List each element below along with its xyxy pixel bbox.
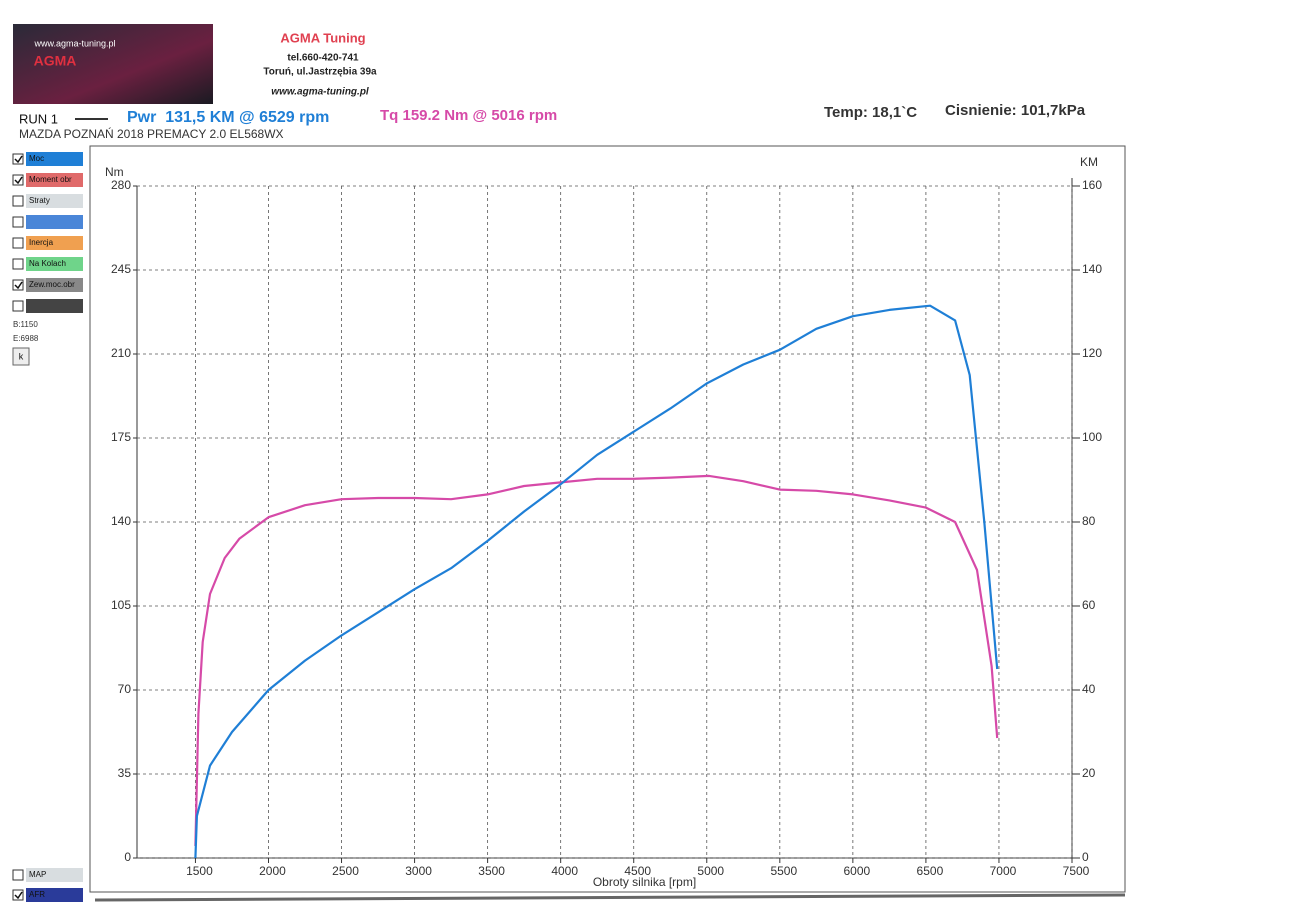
y2-tick-label: 160 xyxy=(1082,178,1102,192)
vehicle: MAZDA POZNAŃ 2018 PREMACY 2.0 EL568WX xyxy=(19,126,284,141)
y-tick-label: 0 xyxy=(124,850,131,864)
y-tick-label: 70 xyxy=(118,682,132,696)
logo xyxy=(13,24,213,104)
y2-tick-label: 40 xyxy=(1082,682,1096,696)
x-tick-label: 5000 xyxy=(697,864,724,878)
checkbox[interactable] xyxy=(12,869,24,881)
x-tick-label: 2000 xyxy=(259,864,286,878)
legend-swatch xyxy=(26,236,83,250)
website: www.agma-tuning.pl xyxy=(271,87,369,98)
checkbox[interactable] xyxy=(12,237,24,249)
x-tick-label: 6500 xyxy=(917,864,944,878)
power-summary: Pwr 131,5 KM @ 6529 rpm xyxy=(127,109,329,126)
x-tick-label: 1500 xyxy=(186,864,213,878)
y2-tick-label: 0 xyxy=(1082,850,1089,864)
legend-label: Straty xyxy=(29,196,50,205)
x-tick-label: 7000 xyxy=(990,864,1017,878)
x-tick-label: 7500 xyxy=(1063,864,1090,878)
checkbox[interactable] xyxy=(12,258,24,270)
x-tick-label: 3500 xyxy=(478,864,505,878)
y-tick-label: 105 xyxy=(111,598,131,612)
legend-swatch xyxy=(26,888,83,902)
logo-url: www.agma-tuning.pl xyxy=(33,38,115,48)
series-line xyxy=(194,474,999,847)
y2-tick-label: 20 xyxy=(1082,766,1096,780)
company: AGMA Tuning xyxy=(280,30,365,45)
checkbox[interactable] xyxy=(12,195,24,207)
legend-label: Moc xyxy=(29,154,44,163)
sidebar: Moc Moment obr Straty Inercja Na Kolach Zew.m… xyxy=(12,152,83,902)
x-tick-label: 4500 xyxy=(624,864,651,878)
plot: 0 35 70 105 140 175 210 245 280 0 20 40 60 80 100 120 14… xyxy=(105,155,1102,889)
y2-tick-label: 100 xyxy=(1082,430,1102,444)
y-tick-label: 280 xyxy=(111,178,131,192)
phone: tel.660-420-741 xyxy=(287,53,359,64)
checkbox[interactable] xyxy=(12,300,24,312)
temp: Temp: 18,1`C xyxy=(824,104,917,121)
checkbox[interactable] xyxy=(12,889,24,901)
address: Toruń, ul.Jastrzębia 39a xyxy=(263,67,377,78)
x-tick-label: 6000 xyxy=(844,864,871,878)
x-tick-label: 4000 xyxy=(551,864,578,878)
legend-swatch xyxy=(26,257,83,271)
y-axis-title: Nm xyxy=(105,165,124,179)
series-line xyxy=(194,304,999,859)
checkbox[interactable] xyxy=(12,279,24,291)
checkmark xyxy=(14,891,23,900)
legend-swatch xyxy=(26,868,83,882)
checkmark xyxy=(14,155,23,164)
legend-swatch xyxy=(26,173,83,187)
checkmark xyxy=(14,281,23,290)
x-axis-title: Obroty silnika [rpm] xyxy=(593,875,696,889)
button[interactable] xyxy=(12,347,30,366)
legend-label: Zew.moc.obr xyxy=(29,280,75,289)
checkmark xyxy=(14,176,23,185)
chart-frame xyxy=(89,145,1126,893)
checkbox[interactable] xyxy=(12,174,24,186)
legend-label: MAP xyxy=(29,870,46,879)
y-tick-label: 35 xyxy=(118,766,132,780)
logo-name: AGMA xyxy=(34,53,77,69)
legend-label: Na Kolach xyxy=(29,259,66,268)
pressure: Cisnienie: 101,7kPa xyxy=(945,102,1086,119)
checkbox[interactable] xyxy=(12,153,24,165)
button-label: k xyxy=(19,351,24,361)
legend-label: Moment obr xyxy=(29,175,72,184)
legend-label: Inercja xyxy=(29,238,54,247)
y-tick-label: 175 xyxy=(111,430,131,444)
y2-axis-title: KM xyxy=(1080,155,1098,169)
legend-swatch xyxy=(26,194,83,208)
end-rpm: E:6988 xyxy=(13,334,39,343)
x-tick-label: 3000 xyxy=(405,864,432,878)
torque-summary: Tq 159.2 Nm @ 5016 rpm xyxy=(380,107,557,124)
y-tick-label: 245 xyxy=(111,262,131,276)
legend-swatch xyxy=(26,278,83,292)
checkbox[interactable] xyxy=(12,216,24,228)
x-tick-label: 5500 xyxy=(770,864,797,878)
y2-tick-label: 140 xyxy=(1082,262,1102,276)
y2-tick-label: 60 xyxy=(1082,598,1096,612)
y2-tick-label: 80 xyxy=(1082,514,1096,528)
begin-rpm: B:1150 xyxy=(13,320,38,329)
frame-bottom xyxy=(94,893,1126,902)
y-tick-label: 140 xyxy=(111,514,131,528)
y-tick-label: 210 xyxy=(111,346,131,360)
legend-label: AFR xyxy=(29,890,45,899)
legend-swatch xyxy=(26,299,83,313)
y2-tick-label: 120 xyxy=(1082,346,1102,360)
run: RUN 1 xyxy=(19,111,58,126)
x-tick-label: 2500 xyxy=(332,864,359,878)
legend-swatch xyxy=(26,215,83,229)
legend-swatch xyxy=(26,152,83,166)
